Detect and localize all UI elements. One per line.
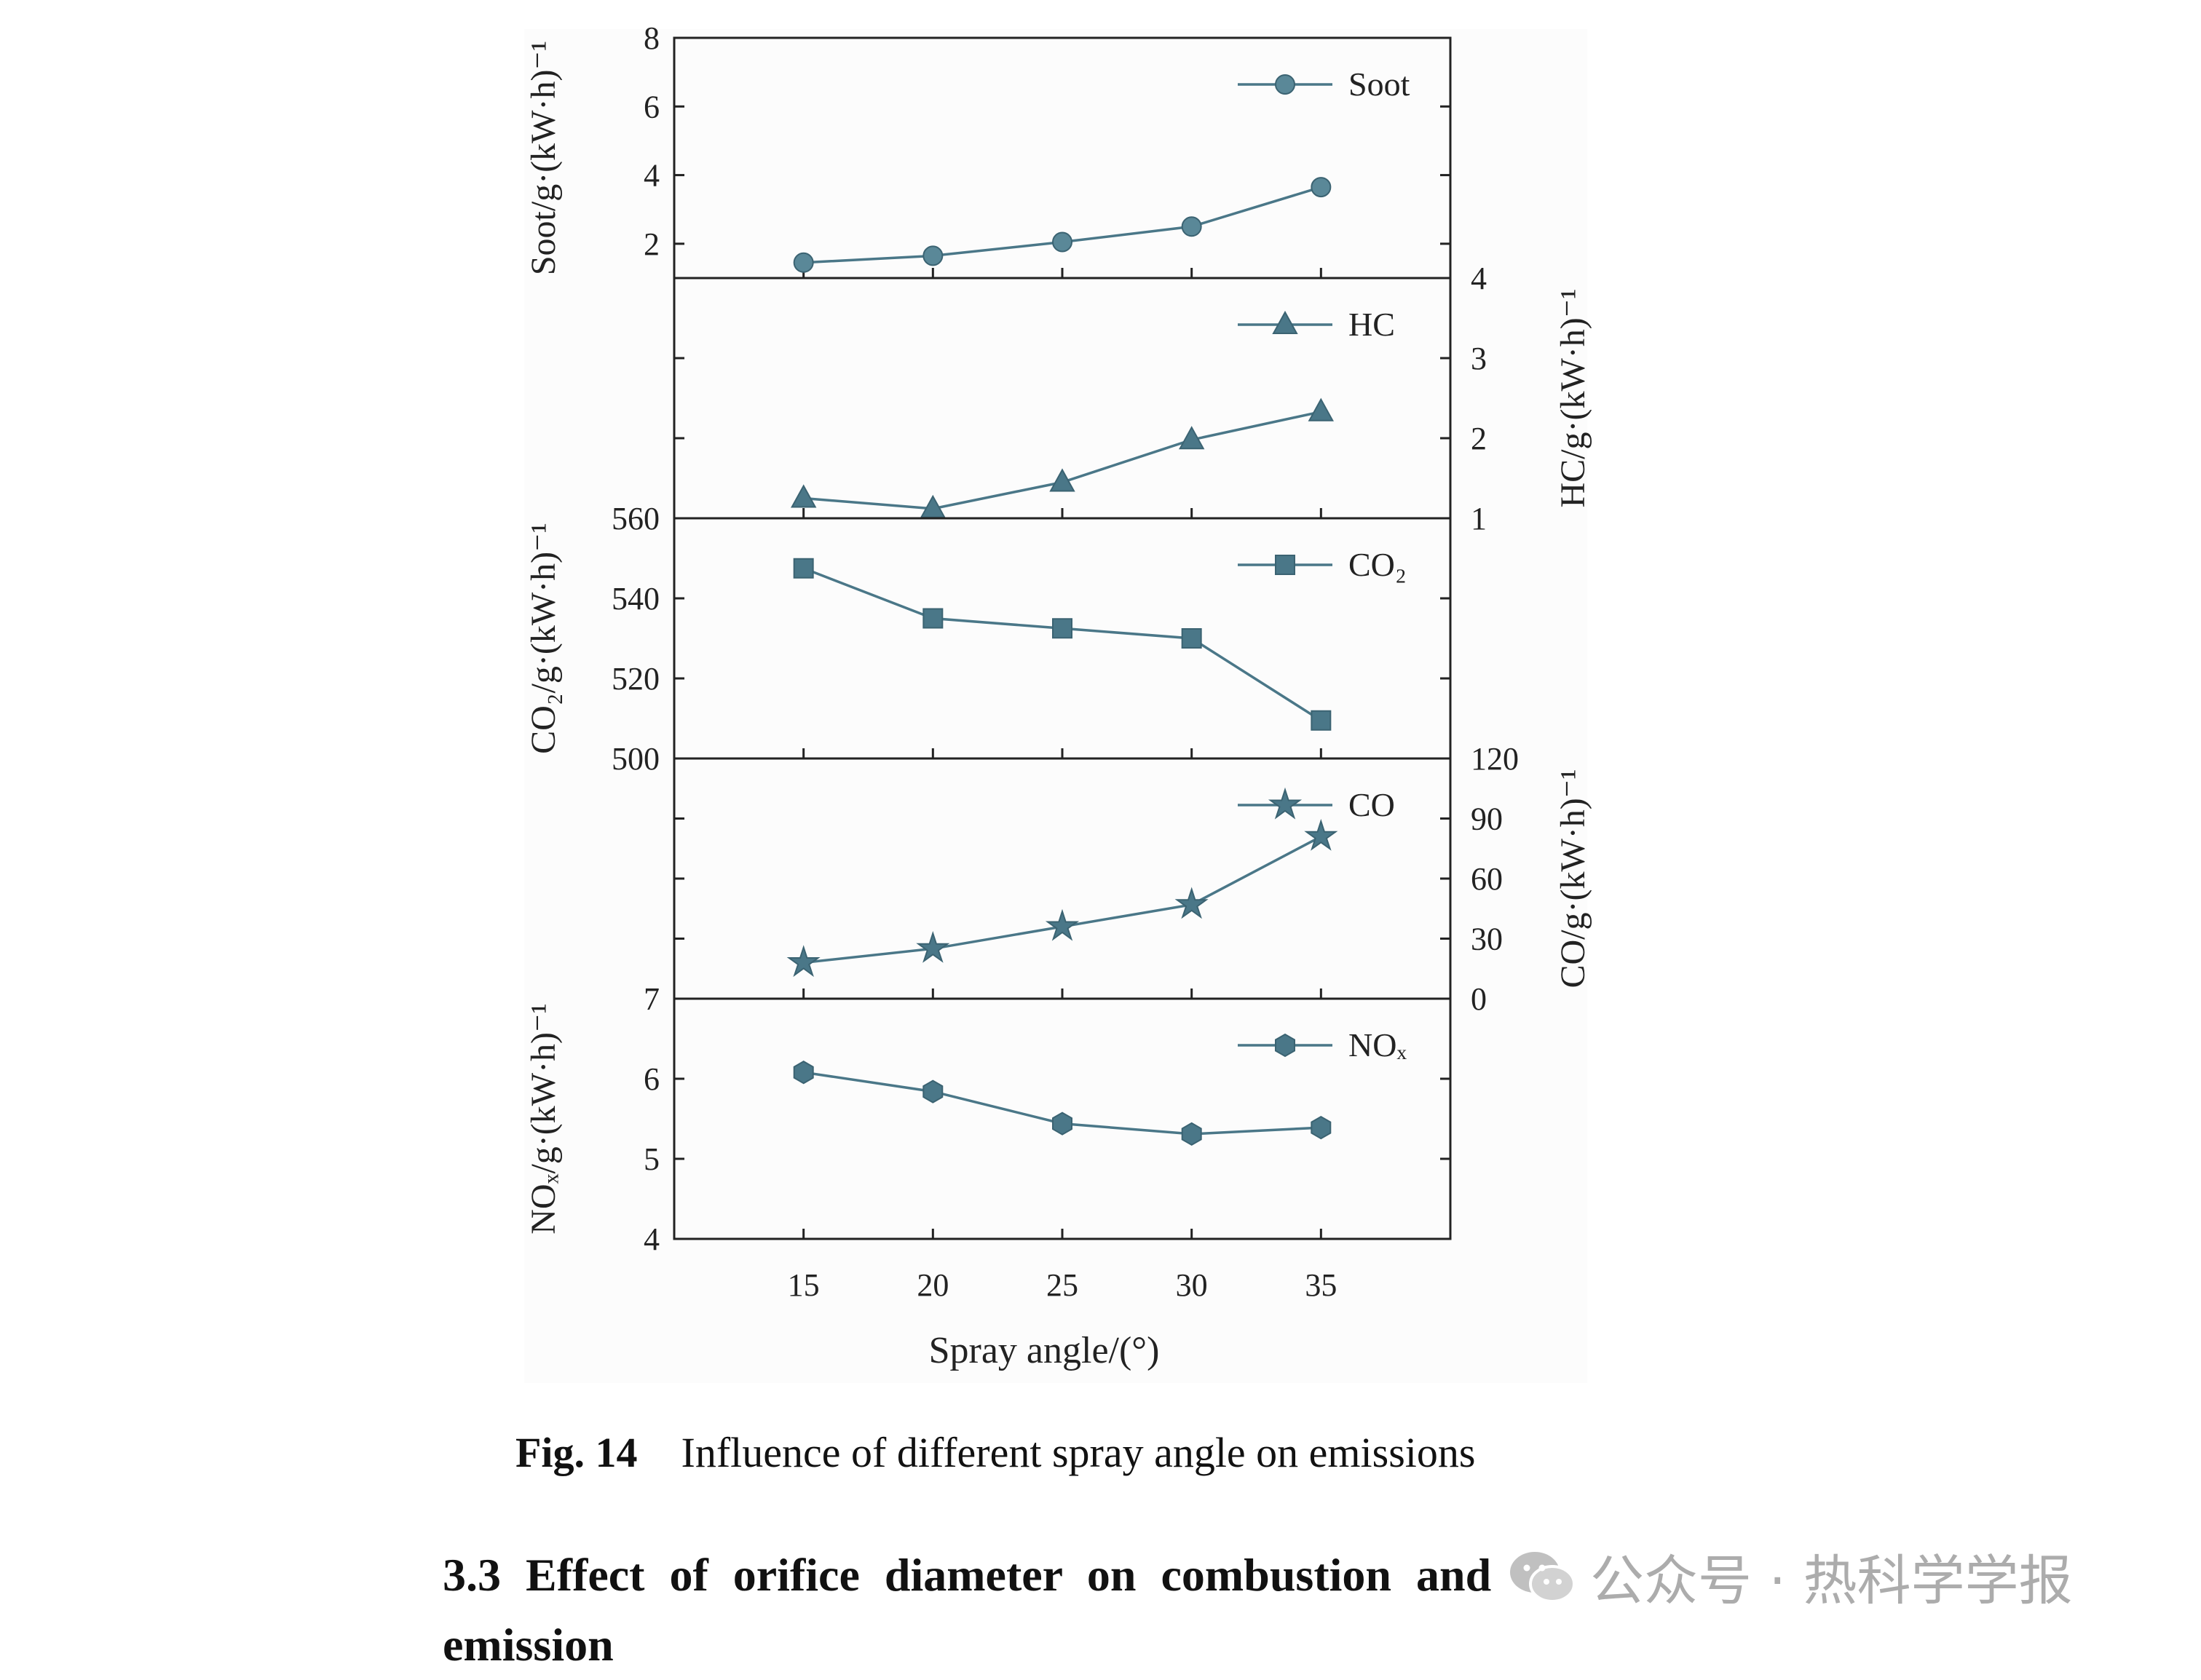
data-point-soot	[922, 245, 944, 266]
data-point-soot	[1311, 177, 1332, 198]
data-point-co	[786, 945, 821, 978]
y-tick-label: 2	[1471, 421, 1487, 456]
y-tick-label: 6	[644, 89, 660, 124]
legend-marker-nox	[1275, 1033, 1295, 1058]
data-point-nox	[1181, 1122, 1202, 1146]
figure-caption-text: Influence of different spray angle on em…	[681, 1429, 1476, 1476]
data-point-co	[916, 931, 950, 963]
y-axis-title: CO/g·(kW·h)⁻¹	[1554, 769, 1592, 988]
y-axis-title: Soot/g·(kW·h)⁻¹	[524, 41, 563, 275]
data-point-co	[1045, 908, 1080, 941]
wechat-icon	[1510, 1551, 1576, 1603]
panel-nox: 4 5 6 7 NOₓ/g·(kW·h)⁻¹ NOₓ	[524, 981, 1452, 1257]
y-tick-label: 6	[644, 1061, 660, 1097]
legend-marker-soot	[1275, 74, 1295, 95]
data-point-soot	[1181, 216, 1202, 237]
data-point-co	[1304, 819, 1338, 851]
section-heading: 3.3 Effect of orifice diameter on combus…	[443, 1549, 1492, 1671]
data-point-co2	[793, 558, 814, 579]
y-tick-label: 4	[644, 158, 660, 194]
plot-area: 2 4 6 8 Soot/g·(kW·h)⁻¹ Soot 1 2 3 4 HC/g·(kW·h)⁻¹…	[524, 20, 1592, 1371]
legend-label: HC	[1348, 306, 1395, 343]
data-point-hc	[1179, 426, 1205, 450]
legend-label: CO	[1348, 786, 1395, 823]
data-point-co	[1174, 887, 1209, 919]
y-tick-label: 120	[1471, 741, 1519, 777]
y-tick-label: 5	[644, 1141, 660, 1177]
y-tick-label: 0	[1471, 981, 1487, 1017]
data-point-hc	[1049, 468, 1075, 492]
data-point-nox	[793, 1061, 814, 1085]
y-axis-title: CO₂/g·(kW·h)⁻¹	[524, 523, 563, 754]
data-point-co2	[1052, 618, 1072, 639]
legend-label: Soot	[1348, 66, 1410, 103]
y-tick-label: 3	[1471, 341, 1487, 376]
x-tick-label: 35	[1305, 1267, 1337, 1303]
watermark: 公众号 · 热科学学报	[1507, 1537, 2073, 1615]
data-point-co2	[1181, 628, 1202, 649]
legend-label: CO₂	[1348, 546, 1407, 583]
data-point-co2	[1311, 710, 1332, 731]
y-tick-label: 2	[644, 226, 660, 262]
data-point-soot	[793, 252, 814, 273]
y-tick-label: 540	[612, 581, 660, 617]
figure-number: Fig. 14	[515, 1429, 638, 1476]
legend-marker-co	[1268, 787, 1303, 820]
figure-caption: Fig. 14 Influence of different spray angl…	[515, 1428, 1475, 1477]
panel-hc: 1 2 3 4 HC/g·(kW·h)⁻¹ HC	[673, 261, 1592, 536]
data-point-soot	[1052, 231, 1072, 253]
x-tick-label: 30	[1176, 1267, 1208, 1303]
y-tick-label: 4	[644, 1221, 660, 1257]
data-point-co2	[922, 608, 944, 629]
y-tick-label: 560	[612, 501, 660, 536]
x-tick-label: 20	[917, 1267, 949, 1303]
y-tick-label: 90	[1471, 801, 1503, 837]
y-tick-label: 500	[612, 741, 660, 777]
y-tick-label: 30	[1471, 922, 1503, 957]
y-tick-label: 4	[1471, 261, 1487, 296]
data-point-nox	[1311, 1115, 1332, 1140]
y-tick-label: 520	[612, 661, 660, 697]
y-tick-label: 1	[1471, 501, 1487, 536]
data-point-hc	[791, 484, 817, 508]
y-tick-label: 8	[644, 20, 660, 56]
figure-background	[524, 29, 1587, 1383]
data-point-nox	[1052, 1112, 1072, 1136]
x-axis-title: Spray angle/(°)	[929, 1330, 1160, 1371]
y-tick-label: 7	[644, 981, 660, 1017]
y-tick-label: 60	[1471, 861, 1503, 897]
data-point-hc	[1308, 397, 1334, 421]
legend-label: NOₓ	[1348, 1026, 1407, 1063]
panel-co2: 500 520 540 560 CO₂/g·(kW·h)⁻¹ CO₂	[524, 501, 1452, 777]
data-point-nox	[922, 1079, 944, 1104]
legend-marker-hc	[1272, 310, 1298, 334]
y-axis-title: HC/g·(kW·h)⁻¹	[1554, 289, 1592, 508]
watermark-text: 公众号 · 热科学学报	[1590, 1550, 2073, 1612]
x-tick-label: 25	[1046, 1267, 1078, 1303]
legend-marker-co2	[1275, 555, 1295, 575]
x-tick-label: 15	[788, 1267, 820, 1303]
y-axis-title: NOₓ/g·(kW·h)⁻¹	[524, 1003, 563, 1235]
